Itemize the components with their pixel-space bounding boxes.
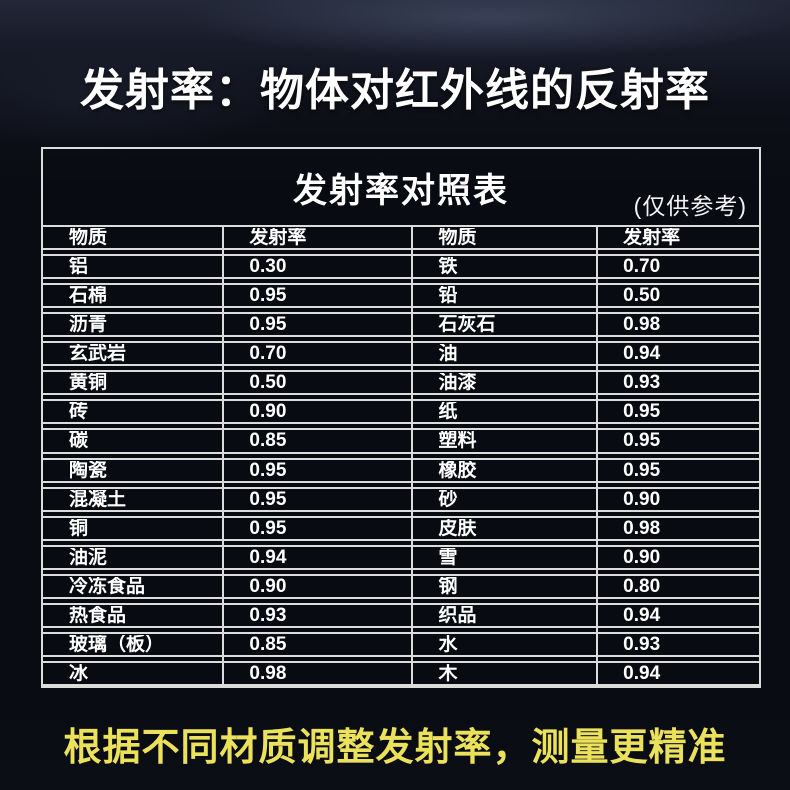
table-row: 黄铜 0.50 油漆 0.93 (43, 370, 759, 396)
emissivity-value-cell: 0.95 (623, 431, 661, 451)
header-material: 物质 (69, 228, 108, 248)
material-cell: 油泥 (69, 547, 108, 567)
material-cell: 铜 (69, 518, 89, 538)
emissivity-value-cell: 0.93 (623, 634, 661, 654)
material-cell: 皮肤 (438, 518, 477, 538)
material-cell: 橡胶 (438, 460, 477, 480)
table-row: 陶瓷 0.95 橡胶 0.95 (43, 457, 759, 483)
emissivity-value-cell: 0.98 (249, 663, 287, 683)
emissivity-value-cell: 0.95 (623, 460, 661, 480)
emissivity-value-cell: 0.85 (249, 634, 287, 654)
table-title: 发射率对照表 (293, 172, 509, 210)
emissivity-value-cell: 0.94 (623, 605, 661, 625)
material-cell: 油 (438, 344, 458, 364)
material-cell: 陶瓷 (69, 460, 108, 480)
material-cell: 黄铜 (69, 373, 108, 393)
emissivity-value-cell: 0.95 (249, 460, 287, 480)
emissivity-value-cell: 0.95 (623, 402, 661, 422)
material-cell: 砖 (69, 402, 89, 422)
emissivity-value-cell: 0.90 (623, 547, 661, 567)
material-cell: 钢 (438, 576, 458, 596)
table-row: 石棉 0.95 铅 0.50 (43, 283, 759, 309)
table-row: 冰 0.98 木 0.94 (43, 660, 759, 686)
table-row: 沥青 0.95 石灰石 0.98 (43, 312, 759, 338)
table-row: 铝 0.30 铁 0.70 (43, 254, 759, 280)
table-grid: 物质 发射率 物质 发射率 铝 0.30 铁 0.70 石棉 0.95 铅 0.… (43, 225, 759, 686)
emissivity-value-cell: 0.90 (623, 489, 661, 509)
emissivity-value-cell: 0.90 (249, 576, 287, 596)
material-cell: 水 (438, 634, 458, 654)
emissivity-value-cell: 0.93 (623, 373, 661, 393)
material-cell: 铝 (69, 257, 89, 277)
footer-note: 根据不同材质调整发射率，测量更精准 (63, 727, 727, 769)
material-cell: 雪 (438, 547, 458, 567)
material-cell: 混凝土 (69, 489, 127, 509)
material-cell: 石棉 (69, 286, 108, 306)
material-cell: 沥青 (69, 315, 108, 335)
column-divider (596, 225, 599, 686)
material-cell: 石灰石 (438, 315, 496, 335)
material-cell: 油漆 (438, 373, 477, 393)
emissivity-value-cell: 0.98 (623, 315, 661, 335)
emissivity-value-cell: 0.90 (249, 402, 287, 422)
table-subtitle: (仅供参考) (633, 193, 747, 219)
emissivity-value-cell: 0.95 (249, 518, 287, 538)
material-cell: 木 (438, 663, 458, 683)
table-row: 热食品 0.93 织品 0.94 (43, 602, 759, 628)
column-divider (222, 225, 225, 686)
emissivity-value-cell: 0.94 (623, 663, 661, 683)
table-row: 砖 0.90 纸 0.95 (43, 399, 759, 425)
page-title: 发射率：物体对红外线的反射率 (80, 66, 710, 115)
material-cell: 砂 (438, 489, 458, 509)
emissivity-value-cell: 0.85 (249, 431, 287, 451)
material-cell: 碳 (69, 431, 89, 451)
emissivity-value-cell: 0.94 (623, 344, 661, 364)
table-row: 玻璃（板） 0.85 水 0.93 (43, 631, 759, 657)
table-title-row: 发射率对照表 (仅供参考) (43, 149, 759, 225)
material-cell: 铅 (438, 286, 458, 306)
table-header-row: 物质 发射率 物质 发射率 (43, 225, 759, 251)
table-row: 玄武岩 0.70 油 0.94 (43, 341, 759, 367)
emissivity-table-card: 发射率对照表 (仅供参考) 物质 发射率 物质 发射率 铝 0.30 铁 0.7… (41, 147, 761, 688)
material-cell: 塑料 (438, 431, 477, 451)
material-cell: 织品 (438, 605, 477, 625)
emissivity-value-cell: 0.30 (249, 257, 287, 277)
emissivity-value-cell: 0.95 (249, 315, 287, 335)
column-divider (411, 225, 414, 686)
emissivity-value-cell: 0.94 (249, 547, 287, 567)
emissivity-value-cell: 0.50 (249, 373, 287, 393)
table-row: 混凝土 0.95 砂 0.90 (43, 486, 759, 512)
emissivity-value-cell: 0.93 (249, 605, 287, 625)
header-material-2: 物质 (438, 228, 477, 248)
material-cell: 纸 (438, 402, 458, 422)
header-emissivity-2: 发射率 (623, 228, 681, 248)
emissivity-value-cell: 0.95 (249, 286, 287, 306)
emissivity-value-cell: 0.80 (623, 576, 661, 596)
emissivity-value-cell: 0.70 (249, 344, 287, 364)
emissivity-value-cell: 0.95 (249, 489, 287, 509)
table-row: 铜 0.95 皮肤 0.98 (43, 515, 759, 541)
emissivity-value-cell: 0.50 (623, 286, 661, 306)
table-row: 冷冻食品 0.90 钢 0.80 (43, 573, 759, 599)
material-cell: 玄武岩 (69, 344, 127, 364)
table-row: 碳 0.85 塑料 0.95 (43, 428, 759, 454)
material-cell: 热食品 (69, 605, 127, 625)
material-cell: 冰 (69, 663, 89, 683)
material-cell: 玻璃（板） (69, 634, 165, 654)
table-row: 油泥 0.94 雪 0.90 (43, 544, 759, 570)
material-cell: 铁 (438, 257, 458, 277)
material-cell: 冷冻食品 (69, 576, 146, 596)
header-emissivity: 发射率 (249, 228, 307, 248)
emissivity-value-cell: 0.70 (623, 257, 661, 277)
emissivity-value-cell: 0.98 (623, 518, 661, 538)
